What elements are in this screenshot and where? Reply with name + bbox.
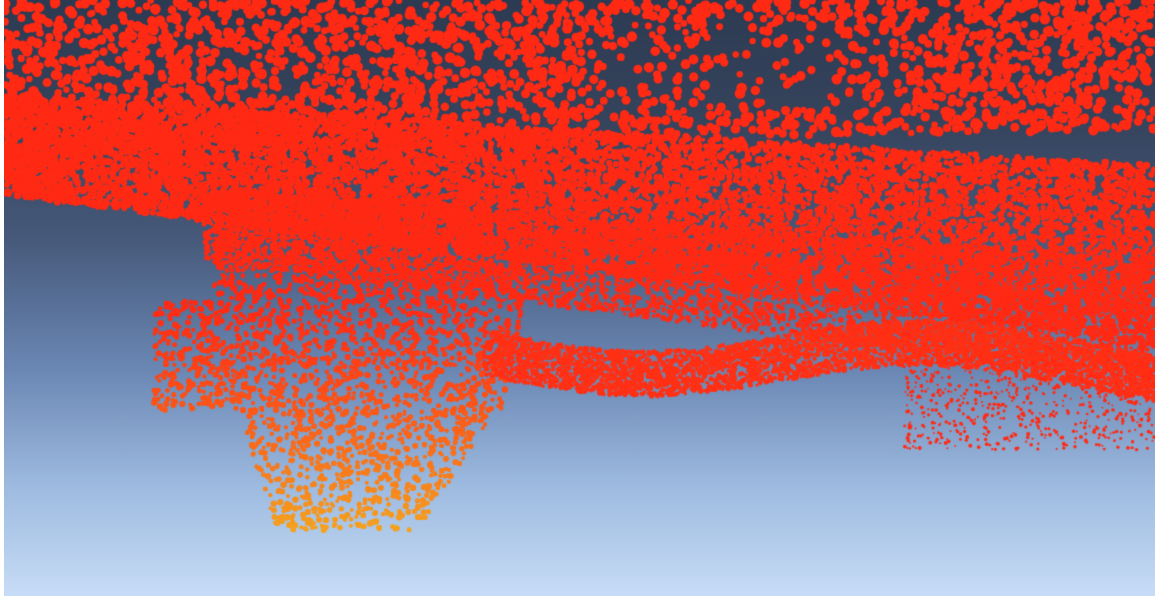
point-cloud-viewport[interactable] [4, 0, 1155, 596]
point-cloud-canvas[interactable] [4, 0, 1155, 596]
